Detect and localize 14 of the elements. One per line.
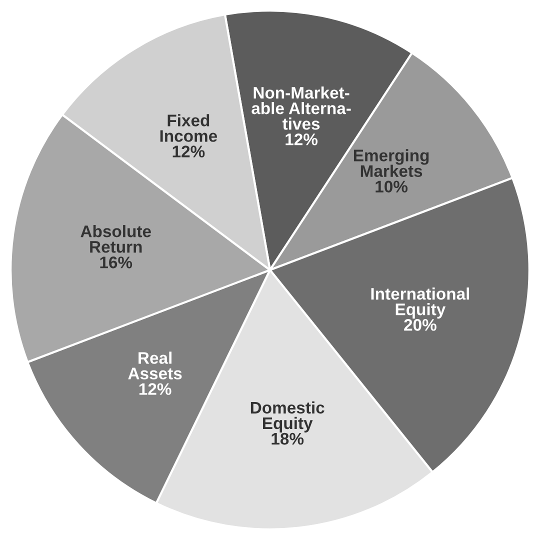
data-label: 16% xyxy=(100,256,132,268)
slice-label: Emerging Markets xyxy=(354,149,429,177)
data-label: 12% xyxy=(286,134,318,146)
slice-label: Real Assets xyxy=(128,352,182,380)
data-label: 12% xyxy=(172,146,205,158)
data-label: 12% xyxy=(139,383,172,395)
data-label: 18% xyxy=(272,432,304,445)
data-label: 10% xyxy=(376,180,408,193)
slice-label: International Equity xyxy=(371,288,470,319)
slice-label: Non-Market- able Alterna- tives xyxy=(252,86,351,130)
slice-label: Fixed Income xyxy=(160,114,218,142)
slice-label: Domestic Equity xyxy=(250,401,324,432)
slice-label: Absolute Return xyxy=(80,225,151,253)
data-label: 20% xyxy=(404,319,436,331)
